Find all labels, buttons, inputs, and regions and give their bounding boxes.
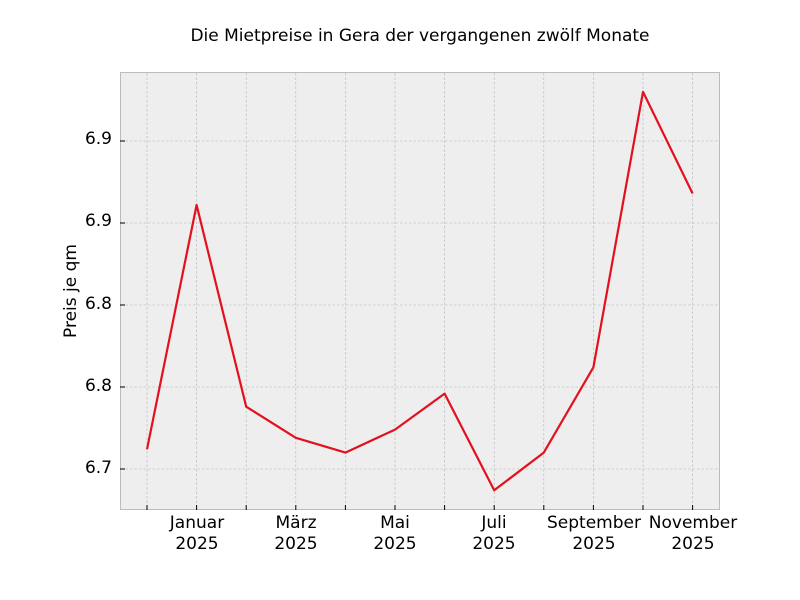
- plot-area: [120, 72, 720, 510]
- x-tick-label: Mai 2025: [373, 513, 417, 554]
- x-tick-label: September 2025: [547, 513, 641, 554]
- axis-ticks: [120, 140, 694, 510]
- chart-title: Die Mietpreise in Gera der vergangenen z…: [190, 26, 650, 46]
- x-tick-label: März 2025: [274, 513, 318, 554]
- price-line: [145, 90, 694, 492]
- y-tick-label: 6.7: [84, 458, 112, 478]
- y-tick-label: 6.8: [84, 376, 112, 396]
- x-tick-label: Juli 2025: [472, 513, 516, 554]
- y-tick-label: 6.9: [84, 211, 112, 231]
- y-tick-label: 6.8: [84, 294, 112, 314]
- x-tick-label: Januar 2025: [169, 513, 225, 554]
- x-tick-label: November 2025: [648, 513, 738, 554]
- y-tick-label: 6.9: [84, 129, 112, 149]
